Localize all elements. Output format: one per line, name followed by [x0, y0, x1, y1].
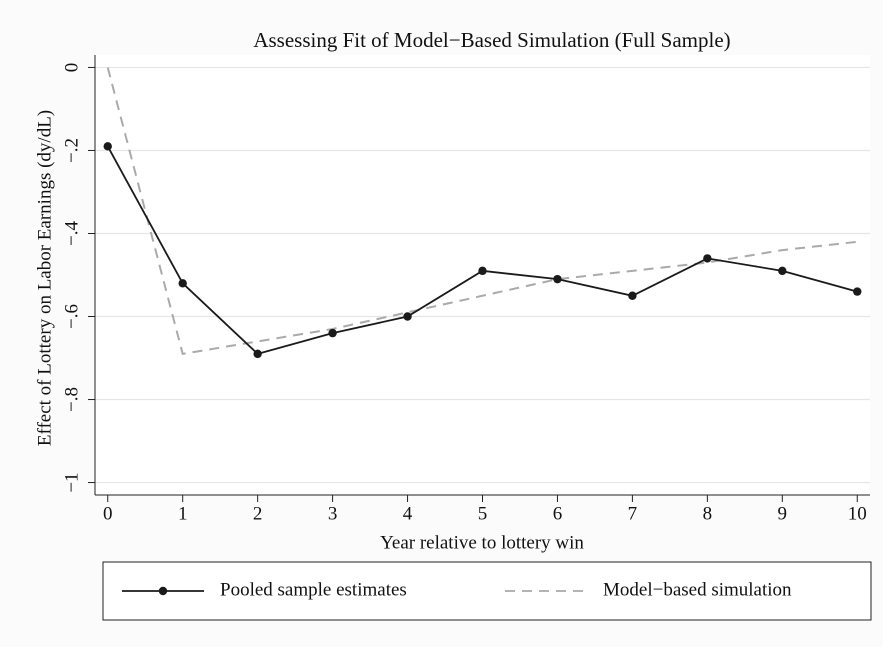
data-point: [178, 279, 187, 288]
y-tick-label: −.2: [61, 138, 82, 163]
x-tick-label: 5: [478, 503, 488, 524]
data-point: [778, 266, 787, 276]
x-axis-label: Year relative to lottery win: [380, 532, 584, 553]
y-tick-label: −.8: [61, 387, 82, 412]
legend-marker: [158, 586, 168, 596]
x-tick-label: 0: [103, 503, 113, 524]
data-point: [703, 254, 712, 263]
legend-label: Pooled sample estimates: [220, 579, 407, 600]
data-point: [253, 349, 262, 359]
x-tick-label: 7: [628, 503, 638, 524]
x-tick-label: 9: [778, 503, 788, 524]
data-point: [478, 266, 487, 276]
x-tick-label: 2: [253, 503, 263, 524]
legend-box: [102, 561, 872, 621]
x-tick-label: 8: [703, 503, 713, 524]
data-point: [328, 328, 337, 338]
x-tick-label: 4: [403, 503, 413, 524]
x-tick-label: 3: [328, 503, 338, 524]
data-point: [628, 291, 637, 300]
data-point: [403, 312, 412, 321]
x-tick-label: 6: [553, 503, 563, 524]
y-tick-label: 0: [61, 63, 82, 73]
y-axis-label: Effect of Lottery on Labor Earnings (dy/…: [34, 110, 55, 446]
chart-title: Assessing Fit of Model−Based Simulation …: [253, 28, 730, 52]
x-tick-label: 1: [178, 503, 188, 524]
legend-label: Model−based simulation: [603, 579, 792, 600]
x-tick-label: 10: [848, 503, 867, 524]
series-line: [106, 67, 858, 356]
y-tick-label: −.4: [61, 221, 82, 246]
data-point: [103, 142, 112, 151]
y-tick-label: −.6: [61, 304, 82, 329]
y-tick-label: −1: [61, 472, 82, 492]
data-point: [853, 287, 862, 296]
data-point: [553, 274, 562, 284]
